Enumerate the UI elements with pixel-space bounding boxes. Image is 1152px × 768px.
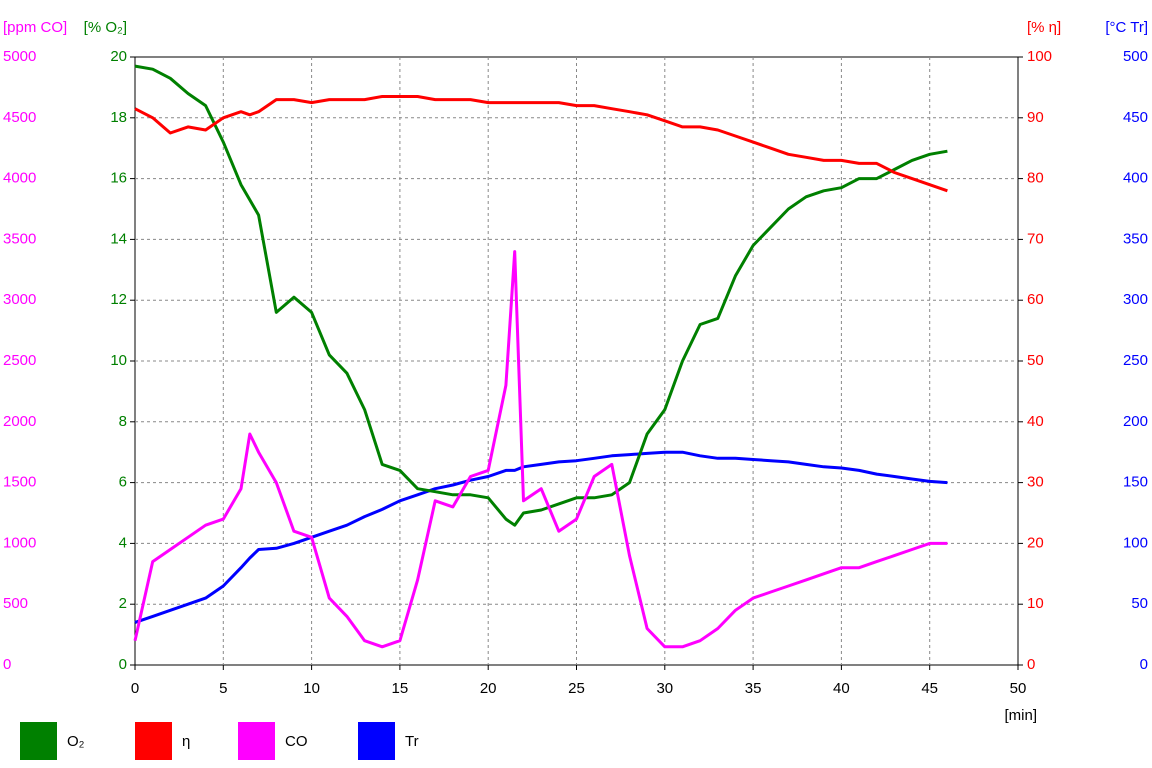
series-line xyxy=(134,95,948,193)
y-tick-label: 30 xyxy=(1027,474,1044,491)
y-axis-label: [°C Tr] xyxy=(1105,19,1148,36)
x-tick-label: 15 xyxy=(392,680,409,697)
y-tick-label: 4000 xyxy=(3,170,36,187)
y-tick-label: 8 xyxy=(119,413,127,430)
y-tick-label: 300 xyxy=(1123,291,1148,308)
x-tick-label: 25 xyxy=(568,680,585,697)
series-line xyxy=(134,64,948,527)
y-tick-label: 18 xyxy=(110,109,127,126)
x-tick-label: 30 xyxy=(656,680,673,697)
y-tick-label: 1000 xyxy=(3,534,36,551)
y-tick-label: 20 xyxy=(110,48,127,65)
x-tick-label: 20 xyxy=(480,680,497,697)
x-tick-label: 40 xyxy=(833,680,850,697)
legend-swatch xyxy=(20,722,57,760)
x-tick-label: 45 xyxy=(921,680,938,697)
y-tick-label: 50 xyxy=(1131,595,1148,612)
y-tick-label: 40 xyxy=(1027,413,1044,430)
y-tick-label: 4 xyxy=(119,534,127,551)
y-tick-label: 3500 xyxy=(3,230,36,247)
y-tick-label: 14 xyxy=(110,230,127,247)
y-axis-label: [ppm CO] xyxy=(3,19,67,36)
y-tick-label: 16 xyxy=(110,170,127,187)
y-tick-label: 450 xyxy=(1123,109,1148,126)
y-tick-label: 150 xyxy=(1123,474,1148,491)
y-tick-label: 2500 xyxy=(3,352,36,369)
y-tick-label: 200 xyxy=(1123,413,1148,430)
legend-swatch xyxy=(135,722,172,760)
y-tick-label: 6 xyxy=(119,474,127,491)
y-tick-label: 100 xyxy=(1027,48,1052,65)
y-tick-label: 2000 xyxy=(3,413,36,430)
y-tick-label: 70 xyxy=(1027,230,1044,247)
y-axis-label: [% η] xyxy=(1027,19,1061,36)
y-tick-label: 80 xyxy=(1027,170,1044,187)
y-tick-label: 100 xyxy=(1123,534,1148,551)
legend-label: η xyxy=(182,733,190,750)
x-tick-label: 50 xyxy=(1010,680,1027,697)
y-tick-label: 60 xyxy=(1027,291,1044,308)
y-tick-label: 20 xyxy=(1027,534,1044,551)
y-tick-label: 0 xyxy=(1027,656,1035,673)
y-tick-label: 12 xyxy=(110,291,127,308)
y-tick-label: 90 xyxy=(1027,109,1044,126)
y-tick-label: 5000 xyxy=(3,48,36,65)
y-tick-label: 400 xyxy=(1123,170,1148,187)
y-tick-label: 0 xyxy=(3,656,11,673)
y-tick-label: 500 xyxy=(1123,48,1148,65)
x-tick-label: 0 xyxy=(131,680,139,697)
x-tick-label: 35 xyxy=(745,680,762,697)
y-axis-label: [% O₂] xyxy=(84,19,127,36)
y-tick-label: 10 xyxy=(1027,595,1044,612)
y-tick-label: 0 xyxy=(119,656,127,673)
legend-label: O₂ xyxy=(67,733,85,750)
x-axis-label: [min] xyxy=(1004,707,1037,724)
y-tick-label: 350 xyxy=(1123,230,1148,247)
legend-label: CO xyxy=(285,733,308,750)
y-tick-label: 250 xyxy=(1123,352,1148,369)
legend-label: Tr xyxy=(405,733,419,750)
legend-swatch xyxy=(358,722,395,760)
x-tick-label: 10 xyxy=(303,680,320,697)
y-tick-label: 10 xyxy=(110,352,127,369)
x-tick-label: 5 xyxy=(219,680,227,697)
y-tick-label: 0 xyxy=(1140,656,1148,673)
y-tick-label: 1500 xyxy=(3,474,36,491)
legend-swatch xyxy=(238,722,275,760)
y-tick-label: 2 xyxy=(119,595,127,612)
y-tick-label: 50 xyxy=(1027,352,1044,369)
y-tick-label: 4500 xyxy=(3,109,36,126)
y-tick-label: 3000 xyxy=(3,291,36,308)
y-tick-label: 500 xyxy=(3,595,28,612)
series-line xyxy=(133,250,948,649)
